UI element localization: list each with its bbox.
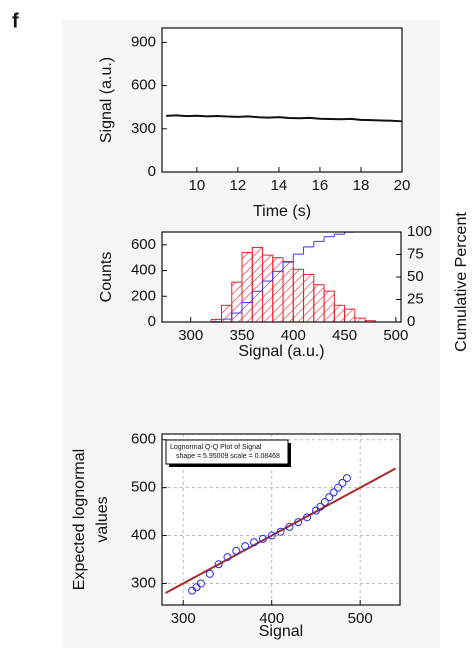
qq-point: [258, 534, 267, 543]
x-tick-label: 350: [229, 327, 254, 344]
plot-frame: [161, 231, 402, 323]
x-tick-label: 14: [271, 177, 288, 194]
histogram-bar: [313, 284, 325, 323]
qq-point: [223, 553, 232, 562]
qq-point: [334, 483, 343, 492]
x-tick-label: 16: [312, 177, 329, 194]
qq-point: [316, 502, 325, 511]
y-tick-label: 200: [131, 287, 156, 304]
x-tick-label: 500: [348, 610, 373, 627]
x-axis-label: Signal (a.u.): [238, 343, 324, 360]
histogram-bar: [251, 246, 264, 323]
qq-point: [338, 478, 347, 487]
y2-tick-label: 0: [407, 313, 415, 330]
histogram-bar: [323, 290, 335, 323]
plot-area: [162, 28, 402, 172]
qq-point: [250, 538, 259, 547]
qq-point: [232, 546, 241, 555]
legend-text: Lognormal Q-Q Plot of Signal: [170, 444, 262, 451]
fit-line: [165, 467, 397, 594]
y-tick-label: 900: [131, 33, 156, 50]
x-tick-label: 300: [178, 327, 203, 344]
y-tick-label: 400: [131, 527, 156, 544]
x-tick-label: 400: [281, 327, 306, 344]
histogram-bar: [262, 254, 274, 323]
qq-point: [241, 542, 250, 551]
y2-tick-label: 25: [407, 290, 424, 307]
y-axis-label: Signal (a.u.): [98, 57, 115, 143]
panel-label: f: [12, 10, 19, 32]
plot-frame: [161, 27, 403, 173]
y-tick-label: 400: [131, 262, 156, 279]
qq-point: [214, 560, 223, 569]
y2-tick-label: 50: [407, 268, 424, 285]
x-axis-label: Time (s): [253, 203, 311, 220]
qq-point: [320, 498, 329, 507]
qq-point: [267, 531, 276, 540]
y-tick-label: 500: [131, 479, 156, 496]
histogram-bar: [272, 257, 284, 323]
qq-point: [205, 569, 214, 578]
qq-point: [285, 522, 294, 531]
x-tick-label: 400: [259, 610, 284, 627]
histogram-bar: [241, 252, 253, 323]
x-axis-label: Signal: [259, 623, 303, 640]
x-tick-label: 500: [383, 327, 408, 344]
y2-tick-label: 100: [407, 223, 432, 240]
x-tick-label: 20: [394, 177, 411, 194]
histogram-bar: [333, 304, 346, 323]
legend-text: shape = 5.95009 scale = 0.08468: [176, 453, 280, 460]
qq-point: [276, 527, 285, 536]
histogram-bar: [282, 261, 294, 323]
y-tick-label: 600: [131, 431, 156, 448]
plot-frame: [161, 433, 401, 606]
qq-point: [303, 513, 312, 522]
x-tick-label: 450: [332, 327, 357, 344]
qq-point: [325, 493, 334, 502]
qq-point: [196, 579, 205, 588]
y-axis-label: Counts: [98, 252, 115, 303]
y-tick-label: 300: [131, 574, 156, 591]
y-tick-label: 600: [131, 236, 156, 253]
legend-box: [165, 439, 289, 465]
histogram-bar: [292, 268, 305, 323]
histogram-bar: [344, 308, 356, 323]
qq-point: [329, 488, 338, 497]
y2-axis-label: Cumulative Percent: [453, 212, 470, 352]
signal-line: [166, 114, 403, 123]
y-tick-label: 300: [131, 120, 156, 137]
y-tick-label: 0: [148, 163, 156, 180]
y-tick-label: 600: [131, 77, 156, 94]
y-tick-label: 0: [148, 313, 156, 330]
x-tick-label: 18: [353, 177, 370, 194]
y-axis-label: values: [94, 496, 111, 542]
x-tick-label: 12: [230, 177, 247, 194]
y-axis-label: Expected lognormal: [71, 449, 88, 590]
x-tick-label: 10: [189, 177, 206, 194]
qq-point: [342, 474, 351, 483]
qq-point: [294, 518, 303, 527]
histogram-bar: [231, 281, 243, 323]
y2-tick-label: 75: [407, 245, 424, 262]
histogram-bar: [303, 273, 315, 323]
x-tick-label: 300: [171, 610, 196, 627]
